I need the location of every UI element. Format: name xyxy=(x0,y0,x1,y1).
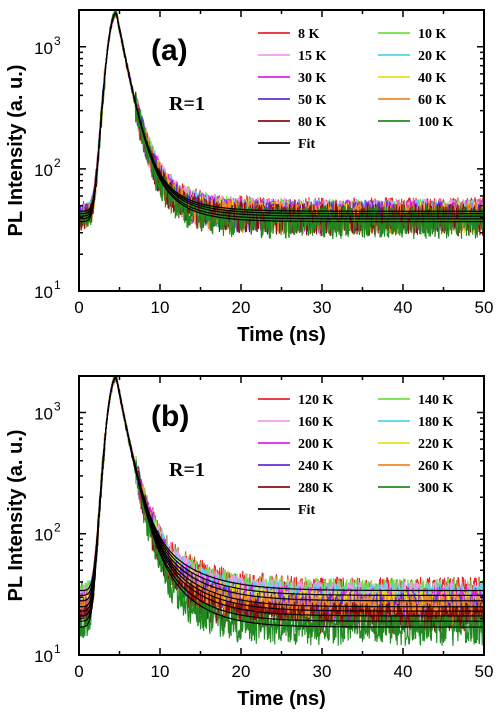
legend-label: 280 K xyxy=(298,481,334,496)
x-tick-label: 50 xyxy=(475,298,494,317)
x-tick-label: 0 xyxy=(74,298,83,317)
legend-label: 100 K xyxy=(418,115,454,130)
legend-label: 60 K xyxy=(418,93,447,108)
fit-curve-5 xyxy=(79,12,484,223)
x-axis-title: Time (ns) xyxy=(237,324,326,346)
legend-label: 40 K xyxy=(418,71,447,86)
legend-label: 200 K xyxy=(298,437,334,452)
legend-label: 30 K xyxy=(298,71,327,86)
x-axis-title: Time (ns) xyxy=(237,688,326,710)
legend-label: 120 K xyxy=(298,393,334,408)
y-tick-label: 10 xyxy=(34,647,53,666)
legend-label: 260 K xyxy=(418,459,454,474)
series-line-300k xyxy=(79,376,484,646)
x-tick-label: 20 xyxy=(232,298,251,317)
legend-label: 80 K xyxy=(298,115,327,130)
r-annotation: R=1 xyxy=(169,459,205,481)
legend-label: 50 K xyxy=(298,93,327,108)
legend-label: 15 K xyxy=(298,49,327,64)
legend-label: 240 K xyxy=(298,459,334,474)
x-tick-label: 50 xyxy=(475,662,494,681)
y-tick-label-exponent: 3 xyxy=(54,399,61,413)
x-tick-label: 40 xyxy=(394,662,413,681)
legend-label: 140 K xyxy=(418,393,454,408)
y-tick-label: 10 xyxy=(34,161,53,180)
legend-label: 180 K xyxy=(418,415,454,430)
legend-label: 220 K xyxy=(418,437,454,452)
data-traces-a xyxy=(79,10,484,240)
y-tick-label-exponent: 3 xyxy=(54,34,61,48)
y-tick-label-exponent: 2 xyxy=(54,521,61,535)
x-tick-label: 10 xyxy=(151,298,170,317)
y-axis-title: PL Intensity (a. u.) xyxy=(5,430,27,602)
y-tick-label-exponent: 1 xyxy=(54,278,61,292)
y-tick-label: 10 xyxy=(34,526,53,545)
legend-b: 120 K 140 K 160 K 180 K 200 K 220 K 240 K 260 K… xyxy=(258,393,454,518)
y-axis-title: PL Intensity (a. u.) xyxy=(5,65,27,237)
fit-curve-8 xyxy=(79,376,484,628)
panel-label: (a) xyxy=(151,34,188,67)
x-tick-label: 0 xyxy=(74,662,83,681)
r-annotation: R=1 xyxy=(169,93,205,115)
legend-label: 20 K xyxy=(418,49,447,64)
legend-a: 8 K 10 K 15 K 20 K 30 K 40 K 50 K 60 K 80 K 100 K… xyxy=(258,27,454,152)
x-tick-label: 30 xyxy=(313,298,332,317)
x-tick-label: 40 xyxy=(394,298,413,317)
data-traces-b xyxy=(79,376,484,646)
legend-label: 300 K xyxy=(418,481,454,496)
y-tick-label: 10 xyxy=(34,39,53,58)
legend-label: 8 K xyxy=(298,27,320,42)
y-tick-label: 10 xyxy=(34,283,53,302)
legend-label: 10 K xyxy=(418,27,447,42)
x-tick-label: 30 xyxy=(313,662,332,681)
legend-label-fit: Fit xyxy=(298,137,315,152)
legend-label-fit: Fit xyxy=(298,503,315,518)
y-tick-label: 10 xyxy=(34,404,53,423)
x-tick-label: 20 xyxy=(232,662,251,681)
panel-label: (b) xyxy=(151,400,189,433)
y-tick-label-exponent: 1 xyxy=(54,642,61,656)
legend-label: 160 K xyxy=(298,415,334,430)
x-tick-label: 10 xyxy=(151,662,170,681)
y-tick-label-exponent: 2 xyxy=(54,156,61,170)
